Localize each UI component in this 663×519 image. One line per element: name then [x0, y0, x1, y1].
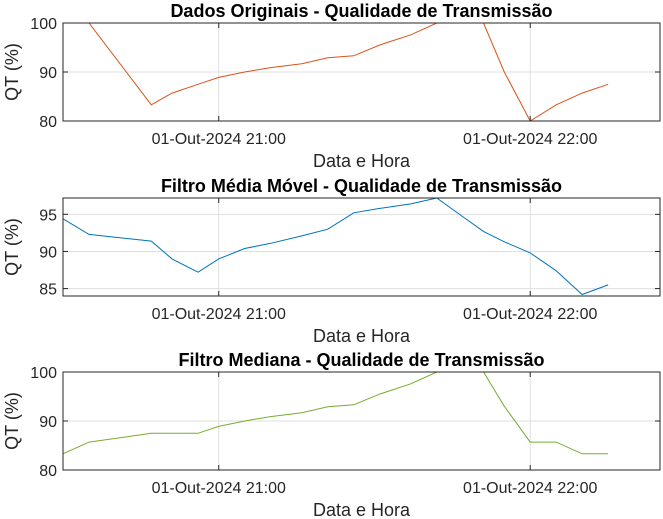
x-axis-label: Data e Hora — [313, 500, 411, 519]
x-tick-label: 01-Out-2024 22:00 — [463, 131, 597, 148]
x-tick-label: 01-Out-2024 21:00 — [152, 306, 286, 323]
y-axis-label: QT (%) — [2, 392, 22, 450]
y-tick-label: 100 — [30, 365, 57, 382]
x-axis-label: Data e Hora — [313, 326, 411, 346]
y-tick-label: 100 — [30, 16, 57, 33]
x-tick-label: 01-Out-2024 21:00 — [152, 131, 286, 148]
series-line-1 — [63, 372, 609, 455]
chart-title: Filtro Mediana - Qualidade de Transmissã… — [178, 350, 544, 370]
y-axis-label: QT (%) — [2, 218, 22, 276]
series-line-1 — [63, 23, 609, 121]
x-tick-label: 01-Out-2024 22:00 — [463, 306, 597, 323]
y-tick-label: 90 — [39, 65, 57, 82]
x-tick-label: 01-Out-2024 21:00 — [152, 480, 286, 497]
chart-title: Filtro Média Móvel - Qualidade de Transm… — [161, 176, 562, 196]
y-axis-label: QT (%) — [2, 43, 22, 101]
y-tick-label: 85 — [39, 282, 57, 299]
axes-box — [62, 197, 661, 297]
chart-panel-1: 80 90 100 01-Out-2024 21:00 01-Out-2024 22:0… — [2, 1, 661, 171]
y-tick-label: 90 — [39, 244, 57, 261]
y-tick-label: 90 — [39, 414, 57, 431]
chart-title: Dados Originais - Qualidade de Transmiss… — [170, 1, 552, 21]
chart-panel-2: 85 90 95 01-Out-2024 21:00 01-Out-2024 22:00… — [2, 176, 661, 346]
x-tick-label: 01-Out-2024 22:00 — [463, 480, 597, 497]
series-line-1 — [63, 198, 609, 296]
y-tick-label: 80 — [39, 463, 57, 480]
y-tick-label: 95 — [39, 207, 57, 224]
x-axis-label: Data e Hora — [313, 151, 411, 171]
axes-background — [63, 198, 660, 296]
y-tick-label: 80 — [39, 114, 57, 131]
chart-panel-3: 80 90 100 01-Out-2024 21:00 01-Out-2024 22:0… — [2, 350, 661, 519]
